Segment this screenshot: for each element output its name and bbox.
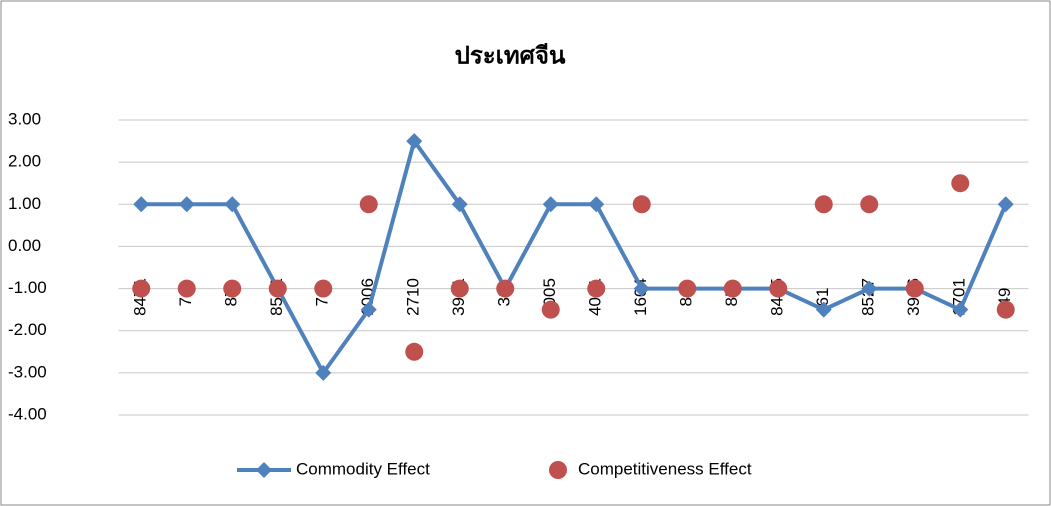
y-tick-label: 0.00 [8,236,41,255]
y-tick-label: 3.00 [8,109,41,128]
chart-title: ประเทศจีน [455,42,566,69]
y-tick-label: -1.00 [8,278,47,297]
dot-marker [724,280,742,298]
y-tick-label: -2.00 [8,320,47,339]
dot-marker [178,280,196,298]
dot-marker [815,195,833,213]
dot-marker [451,280,469,298]
dot-marker [496,280,514,298]
dot-marker [587,280,605,298]
dot-marker [951,174,969,192]
dot-marker [997,301,1015,319]
x-tick-label: 2710 [404,278,423,316]
dot-marker [906,280,924,298]
dot-marker [769,280,787,298]
legend-dot [549,461,567,479]
dot-marker [223,280,241,298]
dot-marker [405,343,423,361]
y-tick-label: 1.00 [8,194,41,213]
legend-label: Commodity Effect [296,459,430,478]
dot-marker [132,280,150,298]
y-tick-label: -3.00 [8,362,47,381]
dot-marker [678,280,696,298]
chart: ประเทศจีน -4.00 -3.00 -2.00 -1.00 0.00 1.00 2.… [0,0,1051,506]
dot-marker [314,280,332,298]
dot-marker [633,195,651,213]
y-tick-label: -4.00 [8,404,47,423]
y-tick-label: 2.00 [8,152,41,171]
legend-label: Competitiveness Effect [578,459,752,478]
dot-marker [542,301,560,319]
dot-marker [360,195,378,213]
dot-marker [269,280,287,298]
page: {"chart_data": {"type": "line-scatter", … [0,0,1051,506]
dot-marker [860,195,878,213]
